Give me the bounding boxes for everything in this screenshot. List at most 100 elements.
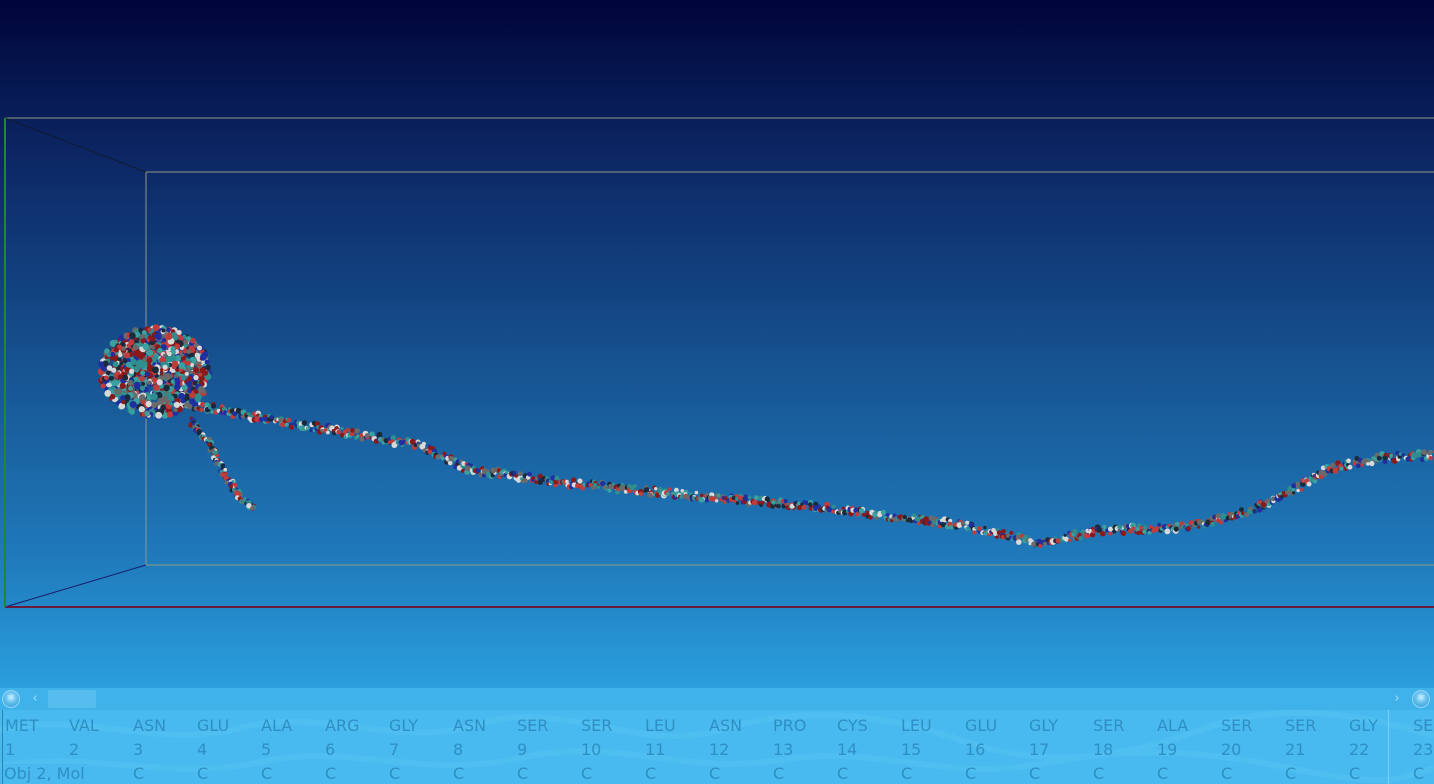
atom	[159, 356, 167, 364]
atom	[104, 348, 110, 354]
molecule-icon[interactable]: ⚛	[1412, 690, 1430, 708]
atom	[269, 415, 274, 419]
atom	[153, 384, 160, 391]
atom	[409, 438, 416, 445]
atom	[383, 437, 389, 444]
atom	[554, 475, 560, 481]
atom	[210, 410, 215, 414]
atom	[764, 496, 770, 502]
atom	[207, 442, 211, 447]
atom	[211, 403, 217, 409]
atom	[1063, 533, 1067, 537]
residue-num: 21	[1285, 740, 1306, 759]
atom	[184, 393, 190, 398]
atom	[1295, 485, 1300, 489]
residue-name: GLU	[965, 716, 998, 735]
atom	[1009, 530, 1014, 536]
residue-chain: C	[1349, 764, 1361, 783]
atom	[168, 401, 173, 406]
atom	[460, 468, 466, 473]
molecule-icon[interactable]: ⚛	[2, 690, 20, 708]
atom	[161, 328, 166, 333]
atom	[339, 432, 345, 438]
atom	[917, 522, 921, 526]
atom	[1330, 462, 1336, 468]
residue-name: LEU	[645, 716, 676, 735]
residue-name: CYS	[837, 716, 868, 735]
atom	[940, 521, 947, 528]
scroll-right-arrow[interactable]: ›	[1394, 691, 1400, 706]
residue-num: 23	[1413, 740, 1434, 759]
atom	[149, 336, 156, 342]
atom	[475, 468, 481, 473]
atom	[1285, 490, 1290, 495]
atom	[128, 386, 134, 391]
atom	[854, 512, 860, 517]
residue-num: 15	[901, 740, 922, 759]
atom	[167, 411, 173, 418]
atom	[139, 334, 145, 339]
atom	[1112, 529, 1117, 534]
atom	[565, 479, 569, 484]
atom	[174, 377, 181, 384]
atom	[246, 503, 252, 509]
box-edge	[4, 564, 147, 608]
sequence-scroll-thumb[interactable]	[48, 690, 96, 708]
atom	[229, 484, 234, 489]
molecule-viewport[interactable]	[0, 0, 1434, 688]
atom	[751, 499, 758, 506]
atom	[553, 479, 559, 485]
atom	[516, 477, 522, 483]
atom	[100, 383, 106, 389]
atom	[142, 357, 148, 362]
residue-num: 18	[1093, 740, 1114, 759]
atom	[1173, 526, 1179, 532]
atom	[680, 489, 685, 493]
atom	[1062, 535, 1068, 541]
residue-chain: C	[1029, 764, 1041, 783]
atom	[647, 492, 653, 498]
atom	[195, 396, 201, 403]
atom	[455, 459, 460, 464]
atom	[1346, 458, 1351, 464]
atom	[961, 521, 966, 526]
residue-chain: C	[453, 764, 465, 783]
atom	[112, 361, 119, 368]
atom	[162, 353, 167, 358]
atom	[119, 382, 126, 389]
atom	[461, 461, 467, 466]
residue-name: SER	[1093, 716, 1125, 735]
atom	[783, 499, 788, 504]
atom	[1100, 530, 1106, 537]
atom	[134, 332, 140, 338]
residue-num: 3	[133, 740, 144, 759]
sequence-panel[interactable]: MET 1 VAL 2 ASN 3 C GLU 4 C ALA 5 C ARG 6 C GLY 7 C ASN 8 C SE…	[0, 710, 1434, 784]
atom	[254, 416, 261, 423]
atom	[171, 360, 179, 368]
atom	[356, 434, 360, 438]
atom	[189, 391, 196, 399]
sequence-toolbar: ⚛ ‹ › ⚛	[0, 688, 1434, 710]
atom	[199, 367, 206, 374]
atom	[1389, 453, 1393, 458]
sequence-divider	[1388, 710, 1389, 784]
atom	[183, 339, 189, 345]
atom	[868, 514, 873, 520]
atom	[134, 365, 141, 372]
residue-name: SER	[1285, 716, 1317, 735]
atom	[776, 503, 781, 509]
atom	[684, 494, 689, 499]
object-label[interactable]: Obj 2, Mol	[4, 764, 89, 783]
atom	[995, 535, 999, 539]
atom	[747, 495, 752, 500]
atom	[514, 474, 518, 478]
atom	[140, 338, 146, 344]
scroll-left-arrow[interactable]: ‹	[32, 691, 38, 706]
atom	[193, 374, 199, 381]
atom	[496, 468, 501, 473]
atom	[350, 428, 355, 433]
atom	[147, 362, 152, 367]
atom	[1271, 496, 1276, 502]
atom	[199, 407, 204, 413]
molecule-scene[interactable]	[0, 0, 1434, 688]
